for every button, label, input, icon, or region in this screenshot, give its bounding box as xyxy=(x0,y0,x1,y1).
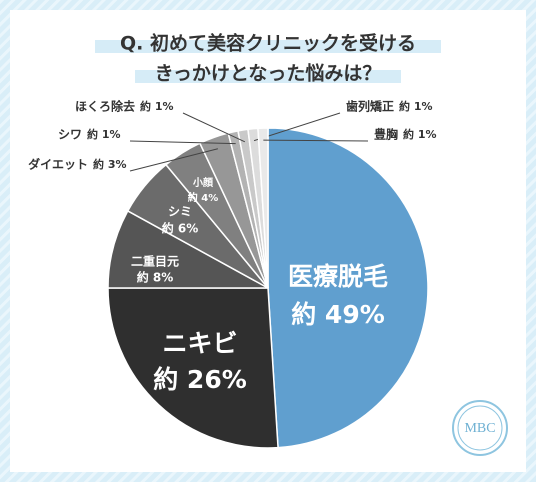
title-highlight xyxy=(135,70,401,83)
slice-label: 小顔 xyxy=(192,176,214,189)
slice-label: シミ xyxy=(168,205,192,219)
slice-label: 歯列矯正 xyxy=(346,99,394,114)
chart-title: Q. 初めて美容クリニックを受ける xyxy=(120,32,416,55)
leader-line xyxy=(129,148,218,172)
leader-line xyxy=(129,140,236,145)
value-label: 約 26% xyxy=(153,365,247,394)
slice-label: ダイエット xyxy=(28,157,88,172)
logo-ring xyxy=(457,405,503,451)
logo-ring xyxy=(452,400,508,456)
leader-line xyxy=(263,139,369,142)
slice-label: ニキビ xyxy=(162,329,237,358)
leader-line xyxy=(182,112,246,143)
logo: MBC xyxy=(452,400,508,456)
value-label: 約 1% xyxy=(403,127,437,141)
title-highlight xyxy=(95,40,441,53)
pie-slice xyxy=(267,127,429,449)
slice-label: 豊胸 xyxy=(374,127,398,142)
slice-label: 二重目元 xyxy=(131,254,179,269)
value-label: 約 49% xyxy=(291,300,385,329)
pie-slice xyxy=(257,127,269,289)
value-label: 約 1% xyxy=(87,127,121,141)
value-label: 約 8% xyxy=(137,270,174,285)
slice-label: ほくろ除去 xyxy=(75,99,135,114)
chart-title: きっかけとなった悩みは？ xyxy=(155,62,382,85)
value-label: 約 1% xyxy=(140,99,174,113)
value-label: 約 1% xyxy=(399,99,433,113)
value-label: 約 3% xyxy=(93,157,127,171)
value-label: 約 4% xyxy=(188,191,218,204)
pie-slice xyxy=(107,287,279,449)
logo-text: MBC xyxy=(464,421,495,436)
slice-label: 医療脱毛 xyxy=(288,262,388,291)
slice-label: シワ xyxy=(58,128,82,142)
value-label: 約 6% xyxy=(162,221,199,236)
